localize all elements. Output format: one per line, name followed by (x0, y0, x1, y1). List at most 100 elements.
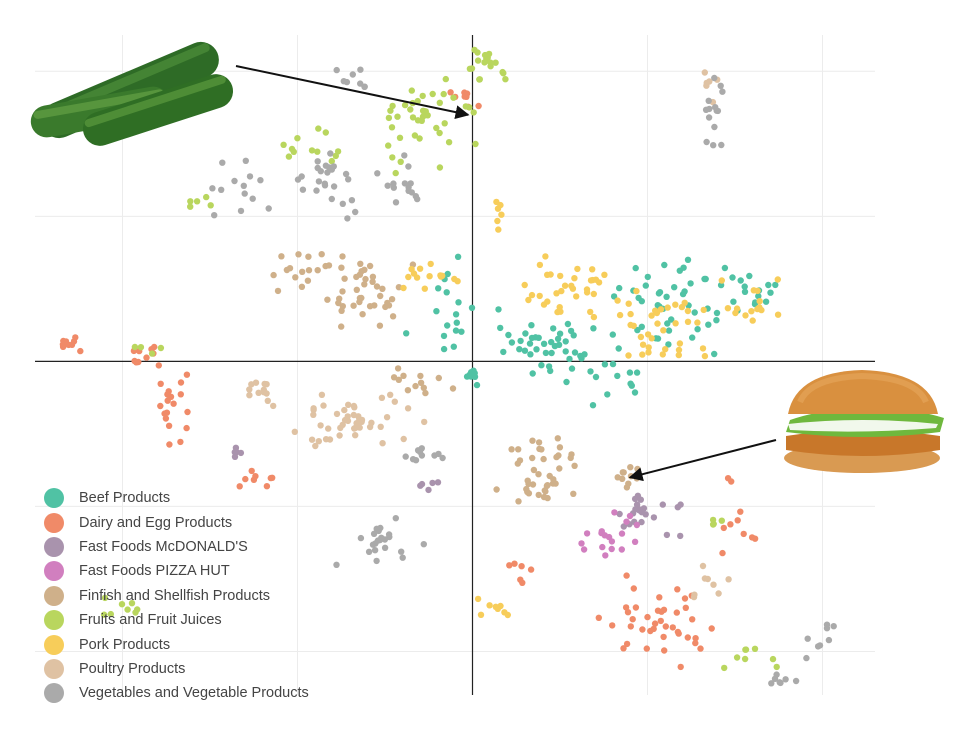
data-point (366, 262, 374, 270)
data-point (231, 177, 238, 185)
data-point (740, 530, 747, 538)
data-point (631, 538, 639, 545)
data-point (295, 251, 302, 258)
data-point (218, 186, 225, 193)
data-point (361, 266, 368, 273)
data-point (713, 107, 720, 114)
data-point (444, 270, 451, 278)
data-point (231, 453, 239, 460)
data-point (494, 205, 502, 212)
data-point (249, 195, 256, 202)
data-point (353, 286, 360, 293)
data-point (672, 320, 679, 327)
data-point (529, 481, 537, 488)
data-point (573, 293, 580, 300)
data-point (322, 162, 330, 169)
data-point (751, 535, 759, 542)
data-point (453, 319, 460, 326)
data-point (475, 102, 482, 110)
legend-label: Fruits and Fruit Juices (79, 612, 222, 629)
data-point (100, 611, 108, 618)
data-point (578, 540, 585, 547)
data-point (742, 646, 749, 653)
legend-label: Finfish and Shellfish Products (79, 587, 271, 604)
legend-label: Beef Products (79, 490, 171, 507)
data-point (412, 382, 419, 390)
data-point (644, 613, 651, 621)
data-point (155, 362, 162, 369)
data-point (699, 345, 707, 352)
data-point (439, 454, 446, 462)
data-point (481, 59, 488, 66)
data-point (77, 347, 84, 355)
data-point (506, 562, 513, 569)
data-point (314, 158, 321, 165)
data-point (452, 311, 460, 318)
data-point (681, 595, 689, 602)
legend-swatch (44, 634, 64, 655)
data-point (263, 483, 271, 490)
data-point (524, 477, 531, 484)
data-point (348, 197, 356, 204)
data-point (718, 277, 725, 284)
data-point (236, 483, 243, 490)
data-point (684, 318, 692, 325)
data-point (737, 277, 744, 284)
data-point (466, 371, 473, 378)
data-point (536, 292, 543, 300)
data-point (530, 466, 538, 474)
data-point (400, 284, 407, 292)
data-point (719, 549, 726, 557)
data-point (547, 271, 554, 278)
data-point (433, 308, 440, 315)
data-point (654, 607, 662, 614)
data-point (629, 616, 636, 623)
data-point (314, 164, 321, 172)
data-point (679, 290, 687, 298)
data-point (357, 534, 365, 542)
data-point (676, 340, 684, 347)
data-point (620, 645, 627, 652)
data-point (333, 410, 341, 418)
data-point (310, 405, 317, 412)
data-point (527, 566, 535, 573)
data-point (403, 330, 410, 337)
data-point (638, 509, 645, 516)
data-point (571, 349, 579, 356)
data-point (177, 379, 185, 386)
data-point (690, 593, 698, 601)
data-point (404, 387, 412, 394)
data-point (345, 401, 352, 408)
data-point (638, 518, 645, 526)
data-point (237, 207, 245, 215)
data-point (135, 358, 142, 366)
data-point (148, 350, 156, 357)
data-point (637, 333, 645, 341)
data-point (710, 142, 717, 149)
data-point (564, 320, 572, 328)
data-point (322, 129, 329, 136)
data-point (727, 521, 734, 528)
data-point (623, 518, 630, 525)
data-point (715, 590, 722, 597)
data-point (399, 554, 406, 561)
data-point (435, 285, 442, 292)
data-point (339, 200, 346, 207)
data-point (402, 453, 409, 460)
data-point (429, 90, 436, 98)
data-point (717, 82, 724, 90)
data-point (454, 278, 461, 285)
data-point (664, 320, 671, 327)
data-point (450, 343, 457, 350)
data-point (421, 285, 428, 292)
data-point (339, 253, 346, 260)
data-point (359, 311, 366, 318)
data-point (710, 520, 717, 528)
data-point (497, 324, 504, 332)
data-point (592, 276, 600, 283)
data-point (324, 169, 331, 176)
data-point (333, 66, 340, 74)
data-point (631, 389, 639, 396)
data-point (487, 59, 494, 66)
data-point (527, 351, 534, 358)
